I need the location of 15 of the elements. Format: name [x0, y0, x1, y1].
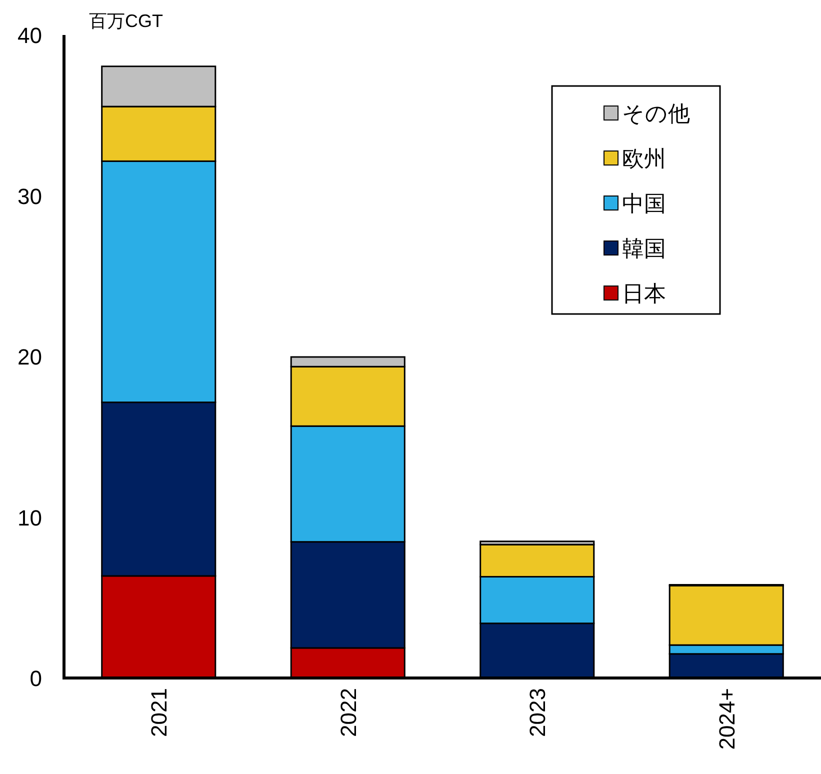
legend-label: 日本 — [622, 281, 666, 306]
x-tick-label: 2023 — [525, 688, 550, 737]
x-tick-label: 2022 — [336, 688, 361, 737]
x-tick-label: 2021 — [146, 688, 172, 737]
legend-label: 欧州 — [622, 146, 666, 171]
legend-label: 韓国 — [622, 236, 666, 261]
y-tick-label: 10 — [18, 505, 42, 530]
y-axis-title: 百万CGT — [89, 11, 163, 31]
legend-label: 中国 — [622, 191, 666, 216]
y-tick-label: 20 — [18, 344, 42, 370]
y-tick-label: 30 — [18, 184, 42, 209]
y-tick-label: 0 — [30, 666, 42, 691]
y-tick-label: 40 — [18, 23, 42, 48]
legend-label: その他 — [622, 101, 690, 126]
x-tick-label: 2024+ — [714, 688, 740, 750]
